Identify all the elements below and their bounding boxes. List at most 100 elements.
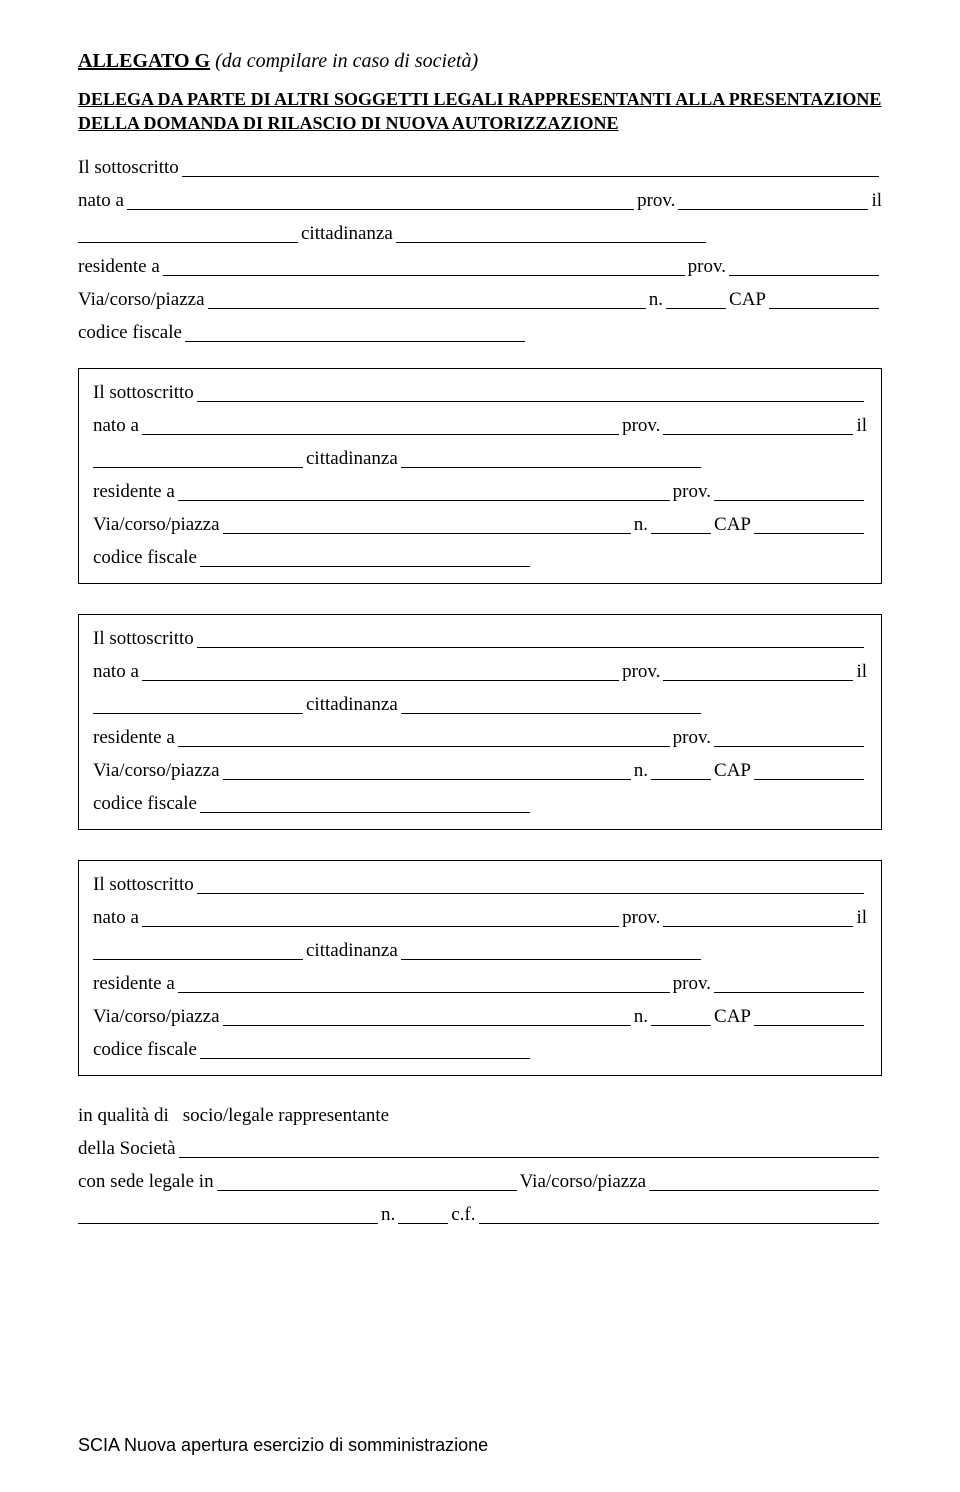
label-residente: residente a <box>78 257 160 276</box>
blank-residente[interactable] <box>163 257 685 276</box>
label-cap: CAP <box>729 290 766 309</box>
label-residente: residente a <box>93 974 175 993</box>
blank[interactable] <box>200 548 530 567</box>
blank-societa[interactable] <box>179 1139 879 1158</box>
label-via: Via/corso/piazza <box>93 1007 220 1026</box>
blank[interactable] <box>142 662 619 681</box>
blank[interactable] <box>651 761 711 780</box>
signatory-box-4: Il sottoscritto nato a prov. il cittadinan… <box>78 860 882 1076</box>
line-societa: della Società <box>78 1139 882 1158</box>
blank[interactable] <box>754 515 864 534</box>
blank[interactable] <box>93 941 303 960</box>
blank-cap[interactable] <box>769 290 879 309</box>
blank-sottoscritto[interactable] <box>182 158 879 177</box>
label-sottoscritto: Il sottoscritto <box>93 875 194 894</box>
title-strong: ALLEGATO G <box>78 50 210 72</box>
label-n: n. <box>649 290 663 309</box>
blank[interactable] <box>178 974 670 993</box>
subtitle: DELEGA DA PARTE DI ALTRI SOGGETTI LEGALI… <box>78 87 882 136</box>
label-cf: codice fiscale <box>93 1040 197 1059</box>
label-nato-a: nato a <box>93 908 139 927</box>
blank-cittadinanza[interactable] <box>396 224 706 243</box>
blank[interactable] <box>401 941 701 960</box>
label-via: Via/corso/piazza <box>78 290 205 309</box>
label-cf: codice fiscale <box>93 794 197 813</box>
label-qualita-value: socio/legale rappresentante <box>183 1106 389 1125</box>
blank[interactable] <box>142 908 619 927</box>
blank-via[interactable] <box>208 290 646 309</box>
blank-prov[interactable] <box>678 191 868 210</box>
label-prov: prov. <box>673 728 711 747</box>
label-n-close: n. <box>381 1205 395 1224</box>
label-prov: prov. <box>622 908 660 927</box>
label-cittadinanza: cittadinanza <box>301 224 393 243</box>
blank[interactable] <box>651 515 711 534</box>
line-cittadinanza-1: cittadinanza <box>78 224 882 243</box>
blank-nato-a[interactable] <box>127 191 634 210</box>
line-residente-1: residente a prov. <box>78 257 882 276</box>
label-il: il <box>856 908 867 927</box>
blank[interactable] <box>93 449 303 468</box>
label-nato-a: nato a <box>93 662 139 681</box>
label-qualita-prefix: in qualità di <box>78 1106 169 1125</box>
blank[interactable] <box>754 761 864 780</box>
blank[interactable] <box>223 1007 631 1026</box>
blank[interactable] <box>223 761 631 780</box>
blank-prov-res[interactable] <box>729 257 879 276</box>
blank-n-close[interactable] <box>398 1205 448 1224</box>
label-prov-res: prov. <box>688 257 726 276</box>
blank[interactable] <box>197 629 864 648</box>
label-cittadinanza: cittadinanza <box>306 941 398 960</box>
label-il: il <box>856 416 867 435</box>
label-cf: codice fiscale <box>78 323 182 342</box>
blank[interactable] <box>663 662 853 681</box>
line-cf-1: codice fiscale <box>78 323 882 342</box>
label-n: n. <box>634 761 648 780</box>
blank[interactable] <box>401 449 701 468</box>
label-via-close: Via/corso/piazza <box>520 1172 647 1191</box>
blank[interactable] <box>200 794 530 813</box>
blank-pre-cittadinanza[interactable] <box>78 224 298 243</box>
label-n: n. <box>634 515 648 534</box>
blank[interactable] <box>401 695 701 714</box>
label-cf: codice fiscale <box>93 548 197 567</box>
blank[interactable] <box>93 695 303 714</box>
blank[interactable] <box>663 908 853 927</box>
blank[interactable] <box>223 515 631 534</box>
label-residente: residente a <box>93 482 175 501</box>
blank[interactable] <box>197 383 864 402</box>
label-prov: prov. <box>673 482 711 501</box>
label-via: Via/corso/piazza <box>93 515 220 534</box>
label-n: n. <box>634 1007 648 1026</box>
blank-pre-n[interactable] <box>78 1205 378 1224</box>
blank[interactable] <box>714 974 864 993</box>
blank[interactable] <box>663 416 853 435</box>
label-prov: prov. <box>673 974 711 993</box>
line-qualita: in qualità di socio/legale rappresentant… <box>78 1106 882 1125</box>
blank-cf[interactable] <box>185 323 525 342</box>
label-via: Via/corso/piazza <box>93 761 220 780</box>
blank[interactable] <box>178 728 670 747</box>
blank[interactable] <box>714 482 864 501</box>
label-sottoscritto: Il sottoscritto <box>93 629 194 648</box>
blank-n[interactable] <box>666 290 726 309</box>
label-sottoscritto: Il sottoscritto <box>93 383 194 402</box>
blank[interactable] <box>197 875 864 894</box>
label-nato-a: nato a <box>78 191 124 210</box>
line-via-1: Via/corso/piazza n. CAP <box>78 290 882 309</box>
label-cf-close: c.f. <box>451 1205 475 1224</box>
blank[interactable] <box>754 1007 864 1026</box>
blank[interactable] <box>651 1007 711 1026</box>
blank[interactable] <box>142 416 619 435</box>
blank-sede[interactable] <box>217 1172 517 1191</box>
blank[interactable] <box>714 728 864 747</box>
blank[interactable] <box>200 1040 530 1059</box>
label-prov: prov. <box>637 191 675 210</box>
line-sede: con sede legale in Via/corso/piazza <box>78 1172 882 1191</box>
blank-cf-close[interactable] <box>479 1205 879 1224</box>
blank-via-close[interactable] <box>649 1172 879 1191</box>
blank[interactable] <box>178 482 670 501</box>
line-n-cf: n. c.f. <box>78 1205 882 1224</box>
label-cap: CAP <box>714 1007 751 1026</box>
label-sottoscritto: Il sottoscritto <box>78 158 179 177</box>
